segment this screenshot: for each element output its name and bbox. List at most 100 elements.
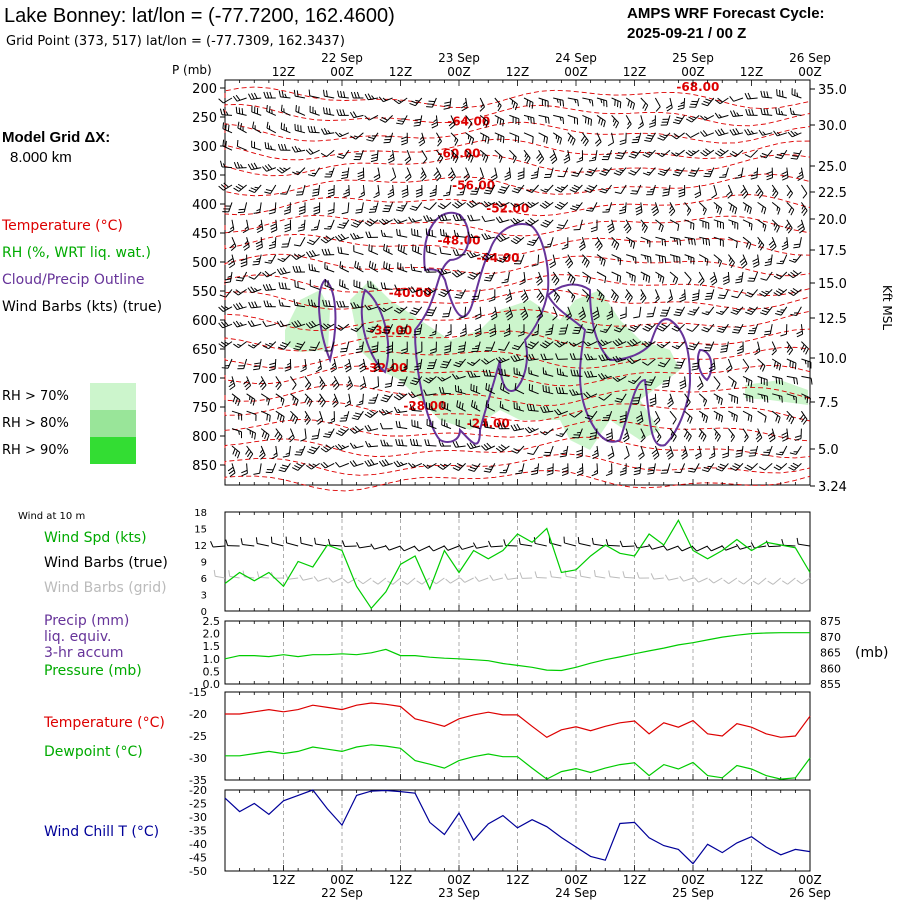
wind-barb [555, 386, 568, 395]
barb-flag [549, 153, 555, 159]
wind-barb-grid [534, 571, 547, 579]
barb-staff [265, 323, 276, 327]
barb-flag [356, 403, 363, 406]
barb-staff [776, 95, 787, 99]
barb-staff [771, 341, 777, 351]
barb-staff [538, 306, 544, 317]
barb-staff [246, 445, 254, 455]
barb-flag [773, 192, 779, 199]
barb-flag [313, 302, 317, 307]
barb-staff [565, 445, 569, 456]
barb-flag [648, 341, 653, 345]
isotherm-label: -60.00 [438, 147, 481, 161]
barb-flag [415, 439, 419, 446]
wind-barb [612, 338, 627, 347]
barb-flag [310, 299, 314, 306]
barb-flag [763, 91, 766, 98]
barb-staff [520, 543, 533, 547]
barb-flag [415, 191, 423, 195]
barb-flag [696, 382, 703, 388]
barb-flag [600, 119, 604, 126]
barb-flag [714, 99, 721, 105]
barb-flag [512, 157, 517, 164]
barb-staff [801, 577, 811, 585]
wind-barb [219, 160, 233, 169]
wind-barb [631, 132, 642, 144]
wind-barb [552, 306, 558, 321]
wind-barb [409, 438, 422, 447]
barb-flag [481, 233, 486, 240]
wind-barb-grid [342, 577, 357, 584]
barb-flag [752, 261, 759, 265]
barb-flag [666, 107, 673, 112]
wind-barb [669, 219, 680, 231]
barb-staff [485, 445, 496, 451]
barb-flag [394, 284, 398, 291]
barb-flag [781, 432, 788, 436]
barb-flag [630, 240, 633, 248]
wind-barb [757, 358, 766, 372]
barb-flag [444, 333, 452, 337]
barb-staff [421, 167, 427, 177]
wind-barb-true [662, 545, 679, 551]
barb-flag [294, 417, 299, 425]
time-label-top: 12Z [740, 65, 764, 79]
barb-flag [731, 221, 734, 226]
barb-flag [510, 202, 516, 208]
wind-barb [435, 132, 442, 147]
barb-flag [611, 239, 615, 246]
barb-flag [667, 452, 673, 457]
barb-flag [269, 365, 276, 369]
barb-flag [395, 420, 398, 428]
barb-flag [708, 239, 711, 246]
barb-flag [619, 420, 626, 424]
precip-accum-label: 3-hr accum [44, 645, 124, 661]
barb-flag [732, 110, 737, 117]
barb-flag [561, 469, 569, 474]
barb-flag [473, 401, 476, 408]
barb-flag [596, 242, 602, 249]
barb-flag [642, 361, 648, 366]
barb-flag [458, 345, 466, 348]
barb-staff [713, 393, 723, 400]
barb-staff [771, 202, 781, 210]
barb-flag [735, 543, 741, 550]
barb-flag [688, 116, 695, 121]
barb-staff [385, 115, 393, 123]
wind-barb [386, 341, 394, 354]
barb-flag [725, 365, 732, 370]
barb-flag [667, 399, 673, 405]
wind-barb [684, 271, 692, 286]
barb-flag [323, 461, 329, 467]
barb-flag [279, 268, 285, 274]
barb-flag [604, 353, 609, 360]
barb-flag [702, 150, 709, 155]
barb-staff [552, 254, 556, 265]
barb-flag [775, 107, 778, 115]
barb-flag [752, 258, 759, 262]
barb-flag [674, 311, 682, 314]
wind-barb [262, 163, 276, 172]
barb-staff [372, 132, 379, 142]
wind-barb [243, 376, 252, 391]
barb-flag [495, 357, 501, 364]
barb-flag [389, 188, 394, 192]
barb-flag [296, 462, 303, 467]
barb-staff [707, 306, 715, 316]
wind-barb [744, 92, 758, 100]
wind-barb [684, 254, 695, 265]
barb-flag [627, 100, 631, 107]
barb-flag [403, 365, 408, 369]
barb-flag [629, 340, 635, 346]
isotherm [224, 233, 811, 256]
barb-flag [726, 367, 733, 373]
barb-flag [510, 355, 515, 362]
wind-barb [742, 358, 750, 373]
wind-barb [800, 202, 808, 216]
barb-flag [311, 320, 317, 327]
barb-flag [518, 406, 521, 411]
barb-flag [498, 368, 501, 375]
barb-staff [470, 219, 481, 222]
barb-staff [669, 428, 677, 437]
wind-barb [612, 375, 627, 382]
